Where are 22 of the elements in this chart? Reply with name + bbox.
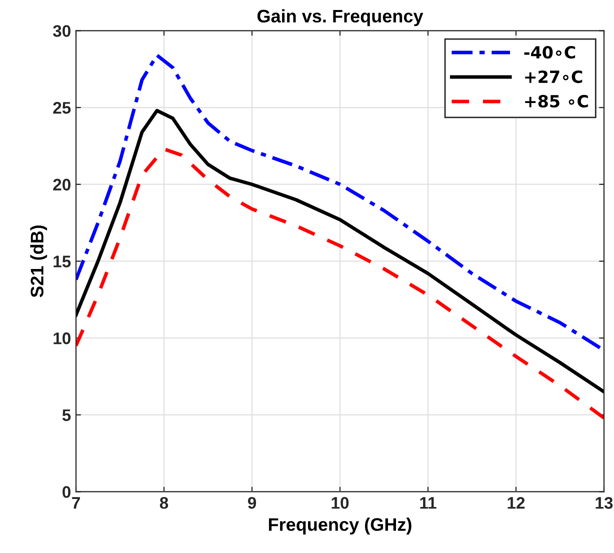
x-axis-title: Frequency (GHz) xyxy=(268,518,412,534)
chart-title: Gain vs. Frequency xyxy=(257,9,424,26)
line-series xyxy=(76,108,604,394)
legend-label: +27∘C xyxy=(525,70,582,84)
y-tick-label: 0 xyxy=(62,486,70,498)
y-tick-label: 20 xyxy=(53,178,70,191)
y-axis-title: S21 (dB) xyxy=(30,225,48,298)
y-tick-label: 5 xyxy=(62,409,71,422)
y-tick-label: 30 xyxy=(52,25,70,37)
y-tick-label: 25 xyxy=(53,102,71,114)
x-tick-label: 10 xyxy=(332,497,349,509)
x-tick-label: 13 xyxy=(596,497,613,509)
y-tick-label: 10 xyxy=(54,332,70,344)
legend-label: +85 ∘C xyxy=(525,94,588,108)
x-tick-label: 9 xyxy=(248,497,256,509)
x-tick-label: 11 xyxy=(420,497,436,509)
x-tick-label: 8 xyxy=(160,497,168,509)
legend-label: -40∘C xyxy=(524,46,576,59)
y-tick-label: 15 xyxy=(54,256,71,268)
line-series xyxy=(76,147,604,420)
x-tick-label: 12 xyxy=(508,497,525,509)
x-tick-label: 7 xyxy=(72,497,80,509)
